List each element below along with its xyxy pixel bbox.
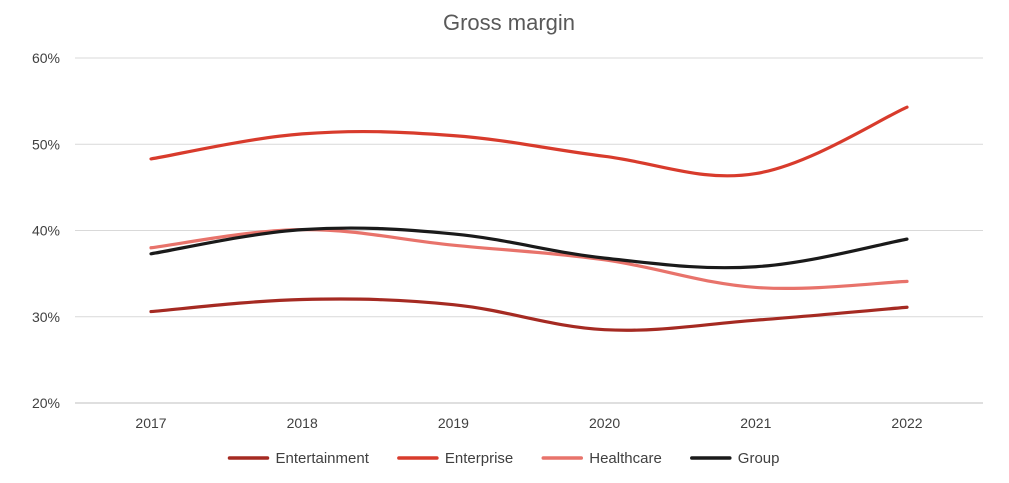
y-tick-label: 20% bbox=[32, 395, 60, 411]
y-axis-ticks: 20% 30% 40% 50% 60% bbox=[32, 50, 60, 411]
series-lines bbox=[149, 105, 909, 332]
y-tick-label: 60% bbox=[32, 50, 60, 66]
y-tick-label: 50% bbox=[32, 136, 60, 152]
legend-label-enterprise: Enterprise bbox=[445, 450, 513, 467]
series-line-healthcare bbox=[149, 228, 909, 290]
legend-label-group: Group bbox=[738, 450, 780, 467]
gridlines bbox=[75, 57, 983, 404]
x-tick-label: 2020 bbox=[589, 415, 620, 431]
x-axis-ticks: 2017 2018 2019 2020 2021 2022 bbox=[135, 415, 922, 431]
x-tick-label: 2021 bbox=[740, 415, 771, 431]
legend-label-entertainment: Entertainment bbox=[275, 450, 369, 467]
series-line-entertainment bbox=[149, 297, 909, 332]
legend-label-healthcare: Healthcare bbox=[589, 450, 662, 467]
x-tick-label: 2019 bbox=[438, 415, 469, 431]
y-tick-label: 40% bbox=[32, 223, 60, 239]
series-line-group bbox=[149, 226, 909, 270]
y-tick-label: 30% bbox=[32, 309, 60, 325]
series-line-enterprise bbox=[149, 105, 909, 178]
x-tick-label: 2017 bbox=[135, 415, 166, 431]
x-tick-label: 2018 bbox=[287, 415, 318, 431]
x-tick-label: 2022 bbox=[891, 415, 922, 431]
legend: Entertainment Enterprise Healthcare Group bbox=[227, 450, 780, 467]
chart-title: Gross margin bbox=[443, 10, 575, 35]
